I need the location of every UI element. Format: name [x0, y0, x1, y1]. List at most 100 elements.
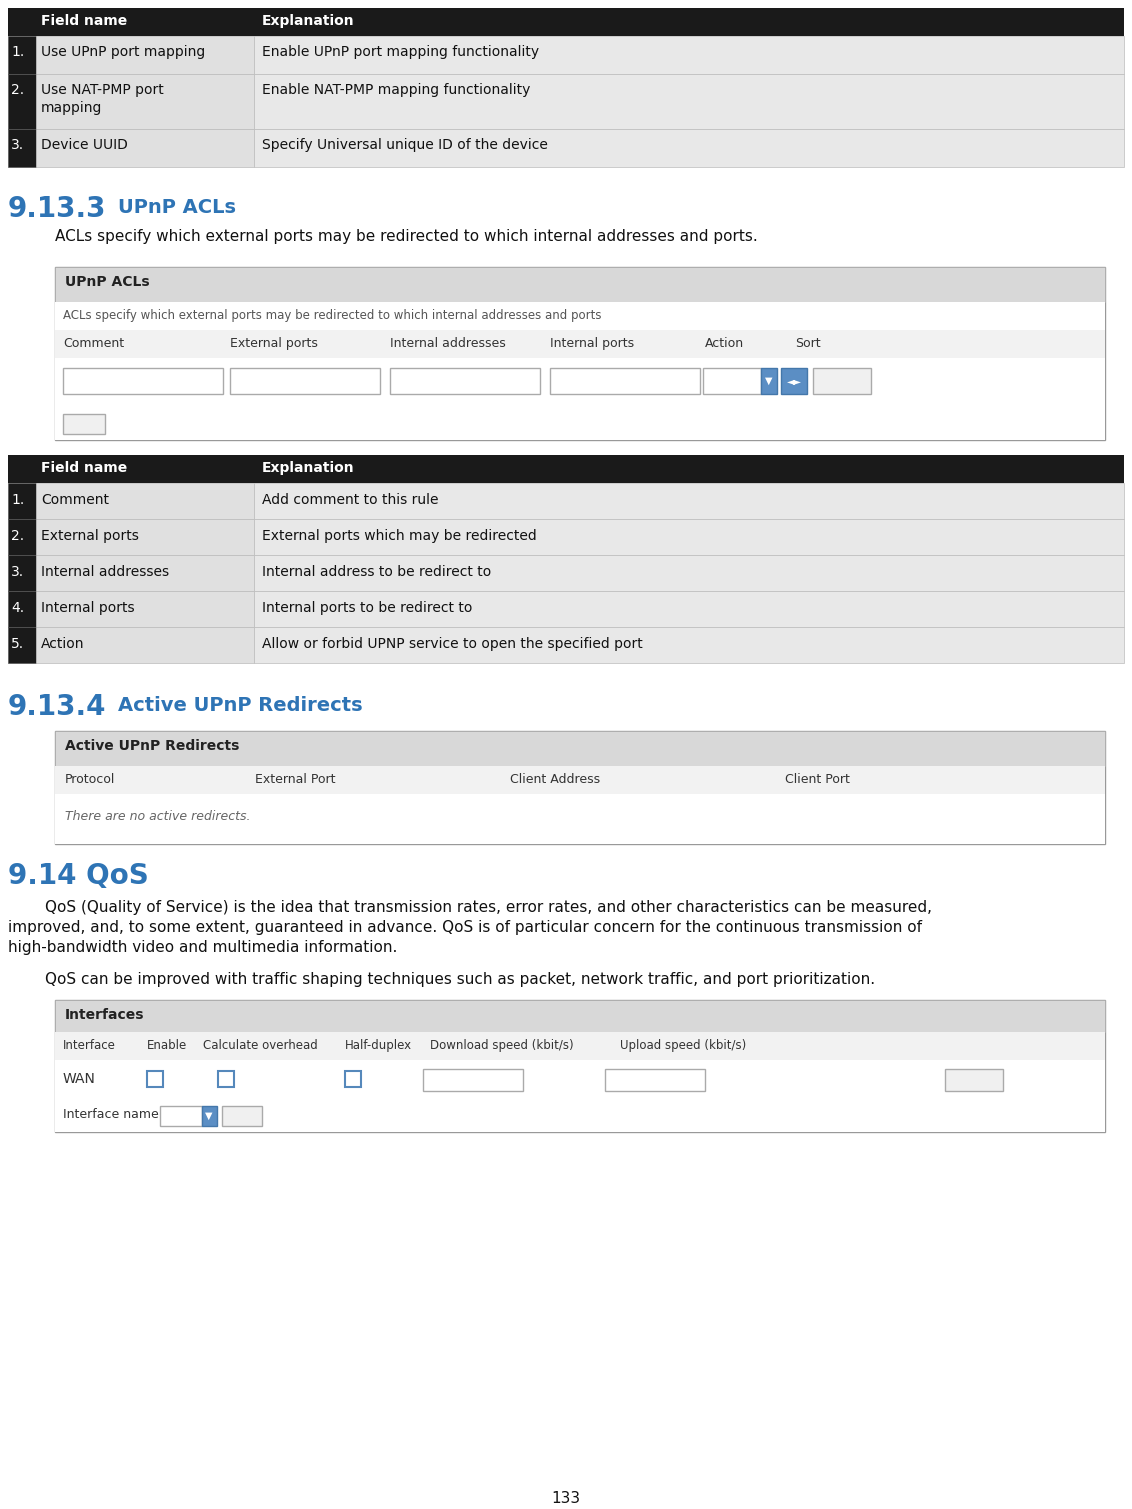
- Bar: [8, 555, 36, 592]
- Bar: [55, 794, 1105, 844]
- Bar: [813, 368, 871, 394]
- Text: ◄►: ◄►: [787, 376, 801, 386]
- Bar: [55, 330, 1105, 358]
- Bar: [55, 358, 1105, 406]
- Bar: [160, 1106, 201, 1126]
- Bar: [63, 368, 223, 394]
- Text: Interface name:: Interface name:: [63, 1108, 163, 1121]
- Text: 3.: 3.: [11, 137, 24, 152]
- Text: UPnP ACLs: UPnP ACLs: [65, 275, 149, 290]
- Text: Internal ports: Internal ports: [41, 601, 135, 616]
- Bar: [8, 519, 36, 555]
- Bar: [703, 368, 761, 394]
- Text: 1.: 1.: [11, 45, 24, 59]
- Text: Client Port: Client Port: [784, 773, 850, 786]
- Bar: [423, 1068, 523, 1091]
- Text: Enable: Enable: [147, 1040, 187, 1052]
- Text: 1024-65535: 1024-65535: [235, 371, 307, 383]
- Bar: [36, 519, 254, 555]
- Text: Specify Universal unique ID of the device: Specify Universal unique ID of the devic…: [261, 137, 548, 152]
- Text: 9.13.3: 9.13.3: [8, 195, 106, 223]
- Text: Action: Action: [705, 337, 744, 350]
- Text: Internal ports to be redirect to: Internal ports to be redirect to: [261, 601, 472, 616]
- Text: Enable NAT-PMP mapping functionality: Enable NAT-PMP mapping functionality: [261, 83, 531, 97]
- Text: Delete: Delete: [958, 1071, 997, 1083]
- Text: 1.: 1.: [11, 493, 24, 507]
- Bar: [254, 8, 1124, 36]
- Text: Explanation: Explanation: [261, 462, 354, 475]
- Bar: [201, 1106, 217, 1126]
- Bar: [8, 592, 36, 628]
- Bar: [36, 128, 254, 167]
- Text: Sort: Sort: [795, 337, 821, 350]
- Text: Internal address to be redirect to: Internal address to be redirect to: [261, 564, 491, 579]
- Bar: [8, 628, 36, 662]
- Bar: [55, 730, 1105, 767]
- Text: Calculate overhead: Calculate overhead: [203, 1040, 318, 1052]
- Text: Half-duplex: Half-duplex: [345, 1040, 412, 1052]
- Text: 9.14 QoS: 9.14 QoS: [8, 862, 148, 890]
- Bar: [36, 483, 254, 519]
- Text: Interfaces: Interfaces: [65, 1008, 145, 1022]
- Text: Internal ports: Internal ports: [550, 337, 634, 350]
- Text: 2.: 2.: [11, 83, 24, 97]
- Bar: [36, 8, 254, 36]
- Bar: [945, 1068, 1003, 1091]
- Bar: [230, 368, 380, 394]
- Text: ACLs specify which external ports may be redirected to which internal addresses : ACLs specify which external ports may be…: [55, 229, 757, 244]
- Text: Device UUID: Device UUID: [41, 137, 128, 152]
- Text: External ports: External ports: [230, 337, 318, 350]
- Text: There are no active redirects.: There are no active redirects.: [65, 810, 250, 822]
- Text: 9.13.4: 9.13.4: [8, 693, 106, 721]
- Text: Active UPnP Redirects: Active UPnP Redirects: [118, 696, 362, 715]
- Text: Comment: Comment: [63, 337, 125, 350]
- Text: Interface: Interface: [63, 1040, 115, 1052]
- Bar: [55, 302, 1105, 330]
- Bar: [36, 36, 254, 74]
- Bar: [254, 555, 1124, 592]
- Text: Internal addresses: Internal addresses: [41, 564, 169, 579]
- Text: Explanation: Explanation: [261, 14, 354, 29]
- Bar: [55, 1000, 1105, 1132]
- Text: Client Address: Client Address: [511, 773, 600, 786]
- Text: Action: Action: [41, 637, 85, 650]
- Bar: [55, 730, 1105, 844]
- Bar: [254, 628, 1124, 662]
- Bar: [36, 74, 254, 128]
- Bar: [345, 1071, 361, 1086]
- Bar: [761, 368, 777, 394]
- Bar: [391, 368, 540, 394]
- Bar: [781, 368, 807, 394]
- Text: 128: 128: [609, 1071, 633, 1083]
- Bar: [36, 456, 254, 483]
- Bar: [254, 74, 1124, 128]
- Text: QoS can be improved with traffic shaping techniques such as packet, network traf: QoS can be improved with traffic shaping…: [45, 972, 875, 987]
- Bar: [254, 128, 1124, 167]
- Text: External ports which may be redirected: External ports which may be redirected: [261, 530, 537, 543]
- Text: high-bandwidth video and multimedia information.: high-bandwidth video and multimedia info…: [8, 940, 397, 955]
- Text: 133: 133: [551, 1491, 581, 1506]
- Bar: [147, 1071, 163, 1086]
- Bar: [8, 128, 36, 167]
- Bar: [55, 267, 1105, 441]
- Bar: [254, 519, 1124, 555]
- Text: Add comment to this rule: Add comment to this rule: [261, 493, 438, 507]
- Text: ACLs specify which external ports may be redirected to which internal addresses : ACLs specify which external ports may be…: [63, 309, 601, 321]
- Text: Download speed (kbit/s): Download speed (kbit/s): [430, 1040, 574, 1052]
- Text: QoS (Quality of Service) is the idea that transmission rates, error rates, and o: QoS (Quality of Service) is the idea tha…: [45, 899, 932, 914]
- Text: Field name: Field name: [41, 462, 127, 475]
- Text: Delete: Delete: [827, 371, 866, 383]
- Text: 5.: 5.: [11, 637, 24, 650]
- Text: Field name: Field name: [41, 14, 127, 29]
- Text: External ports: External ports: [41, 530, 139, 543]
- Text: 1024-65535: 1024-65535: [555, 371, 626, 383]
- Bar: [222, 1106, 261, 1126]
- Bar: [604, 1068, 705, 1091]
- Bar: [254, 456, 1124, 483]
- Bar: [218, 1071, 234, 1086]
- Text: ▼: ▼: [205, 1111, 213, 1121]
- Bar: [55, 406, 1105, 441]
- Bar: [55, 1032, 1105, 1059]
- Text: Enable UPnP port mapping functionality: Enable UPnP port mapping functionality: [261, 45, 539, 59]
- Text: Use NAT-PMP port
mapping: Use NAT-PMP port mapping: [41, 83, 164, 115]
